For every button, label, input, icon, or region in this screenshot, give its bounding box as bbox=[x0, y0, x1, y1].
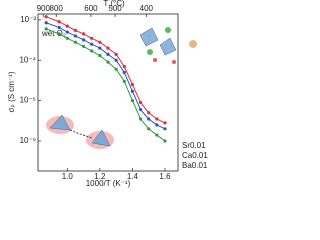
marker bbox=[130, 98, 135, 103]
marker bbox=[155, 133, 159, 137]
marker bbox=[130, 89, 135, 93]
legend-label: Sr0.01 bbox=[182, 141, 206, 150]
marker bbox=[90, 36, 94, 40]
marker bbox=[122, 70, 126, 74]
marker bbox=[163, 121, 167, 125]
marker bbox=[57, 25, 61, 30]
marker bbox=[163, 127, 167, 131]
marker bbox=[138, 117, 143, 121]
top-axis-title: T (°C) bbox=[103, 0, 125, 8]
y-tick-label: 10⁻⁶ bbox=[20, 136, 36, 145]
marker bbox=[65, 24, 69, 28]
x-tick-label: 1.2 bbox=[94, 172, 106, 181]
marker bbox=[155, 117, 159, 121]
marker bbox=[90, 42, 94, 46]
top-tick-label: 500 bbox=[108, 4, 122, 13]
marker bbox=[163, 139, 167, 143]
marker bbox=[114, 52, 118, 56]
marker bbox=[44, 21, 48, 25]
marker bbox=[114, 58, 118, 62]
legend-label: Ca0.01 bbox=[182, 151, 208, 160]
marker bbox=[44, 27, 48, 31]
structure-sketch bbox=[139, 27, 197, 64]
marker bbox=[98, 46, 102, 50]
marker bbox=[130, 82, 135, 87]
marker bbox=[57, 20, 61, 24]
marker bbox=[138, 107, 143, 112]
top-tick-label: 800 bbox=[50, 4, 64, 13]
top-tick-label: 600 bbox=[84, 4, 98, 13]
annotation: wet O₂ bbox=[41, 29, 66, 38]
marker bbox=[73, 34, 78, 38]
marker bbox=[98, 40, 102, 44]
polyhedra-sketch bbox=[46, 114, 114, 149]
top-tick-label: 400 bbox=[140, 4, 154, 13]
marker bbox=[122, 79, 126, 83]
marker bbox=[122, 64, 126, 69]
marker bbox=[81, 32, 86, 36]
marker bbox=[65, 30, 69, 34]
plot-frame bbox=[37, 13, 179, 172]
marker bbox=[73, 40, 78, 44]
marker bbox=[114, 67, 118, 71]
top-tick-label: 900 bbox=[37, 4, 51, 13]
marker bbox=[106, 60, 110, 64]
marker bbox=[81, 38, 86, 42]
marker bbox=[147, 117, 151, 121]
marker bbox=[57, 32, 61, 36]
marker bbox=[81, 44, 86, 49]
y-tick-label: 10⁻⁵ bbox=[20, 96, 36, 105]
marker bbox=[65, 36, 69, 40]
marker bbox=[44, 15, 48, 19]
marker bbox=[106, 52, 110, 56]
marker bbox=[106, 46, 110, 50]
x-tick-label: 1.0 bbox=[62, 172, 74, 181]
marker bbox=[90, 49, 94, 53]
y-tick-label: 10⁻⁴ bbox=[19, 55, 36, 64]
x-axis-title: 1000/T (K⁻¹) bbox=[86, 179, 131, 188]
y-axis-title: σₚ (S cm⁻¹) bbox=[7, 71, 16, 112]
x-tick-label: 1.4 bbox=[127, 172, 139, 181]
marker bbox=[138, 100, 143, 105]
x-tick-label: 1.6 bbox=[159, 172, 171, 181]
chart: σₚ (S cm⁻¹) 1000/T (K⁻¹) T (°C) wet O₂ 1… bbox=[7, 0, 208, 188]
marker bbox=[73, 28, 78, 32]
marker bbox=[98, 54, 102, 58]
marker bbox=[155, 123, 159, 127]
legend-label: Ba0.01 bbox=[182, 161, 208, 170]
marker bbox=[147, 111, 151, 115]
y-tick-label: 10⁻³ bbox=[20, 15, 36, 24]
marker bbox=[147, 127, 151, 131]
